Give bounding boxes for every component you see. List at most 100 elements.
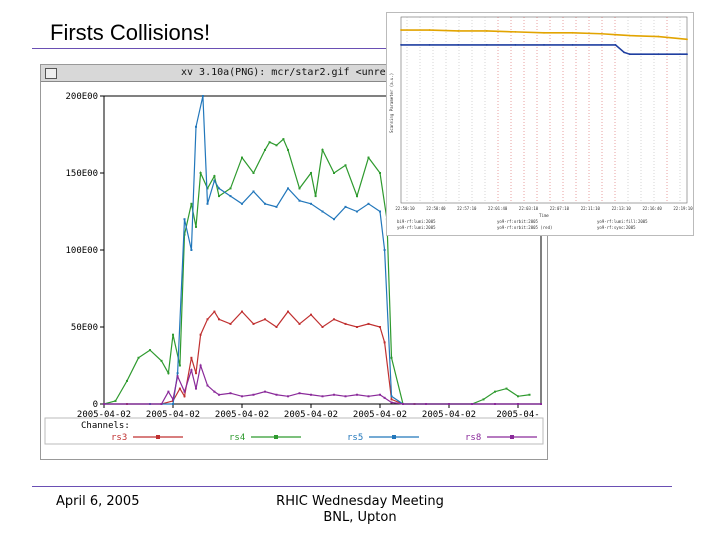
series-point-rs8 (103, 403, 105, 405)
series-point-rs4 (241, 156, 243, 159)
series-point-rs3 (298, 322, 301, 325)
inset-x-tick-label: 22:50:10 (395, 206, 415, 211)
series-point-rs3 (178, 387, 181, 390)
inset-series-point-bi9-rf:lumi:2005 (657, 35, 660, 38)
series-point-rs5 (321, 210, 324, 213)
inset-legend-entry: yo9-rf:orbit:2005 (red) (497, 225, 552, 230)
series-point-rs8 (425, 403, 427, 405)
series-point-rs5 (176, 372, 179, 375)
legend-marker-rs5 (392, 435, 396, 439)
inset-x-tick-label: 22:03:10 (519, 206, 539, 211)
inset-series-point-bi9-rf:lumi:2005 (543, 31, 545, 34)
series-point-rs4 (379, 172, 381, 174)
inset-series-point-yo9-rf:lumi:2005 (400, 44, 402, 46)
inset-series-point-bi9-rf:lumi:2005 (571, 31, 574, 34)
series-point-rs3 (321, 326, 324, 328)
legend-marker-rs4 (274, 435, 278, 439)
series-point-rs3 (229, 322, 232, 325)
inset-legend-entry: yo9-rf:sync:2005 (597, 225, 636, 230)
series-point-rs4 (264, 148, 266, 151)
legend-label-rs5: rs5 (347, 433, 363, 443)
series-point-rs8 (344, 395, 347, 398)
series-point-rs4 (517, 395, 519, 398)
inset-x-tick-label: 22:57:10 (457, 206, 477, 211)
series-point-rs3 (195, 372, 197, 375)
series-point-rs5 (218, 187, 220, 190)
series-point-rs5 (390, 395, 393, 398)
title-divider (32, 48, 672, 49)
series-point-rs8 (199, 364, 202, 367)
inset-x-tick-label: 22:19:10 (673, 206, 693, 211)
inset-series-point-yo9-rf:lumi:2005 (543, 44, 545, 46)
series-point-rs4 (213, 175, 216, 178)
footer-date: April 6, 2005 (56, 494, 140, 509)
series-point-rs4 (494, 390, 496, 393)
series-point-rs8 (379, 393, 381, 396)
series-point-rs3 (183, 395, 186, 398)
series-point-rs5 (264, 202, 266, 205)
series-point-rs8 (206, 384, 209, 387)
series-point-rs5 (333, 218, 335, 221)
series-point-rs4 (126, 379, 128, 382)
series-point-rs8 (287, 395, 289, 398)
series-point-rs4 (367, 156, 370, 159)
legend-marker-rs8 (510, 435, 514, 439)
series-point-rs3 (367, 322, 370, 325)
series-point-rs5 (344, 205, 347, 208)
y-tick-label: 0 (93, 400, 98, 410)
series-point-rs5 (383, 249, 386, 251)
y-tick-label: 150E00 (65, 169, 98, 179)
inset-series-point-yo9-rf:lumi:2005 (628, 53, 631, 56)
x-tick-label: 2005-04-02 (353, 410, 407, 420)
series-point-rs8 (517, 403, 519, 405)
inset-series-point-yo9-rf:lumi:2005 (514, 44, 517, 46)
series-point-rs3 (333, 318, 335, 321)
series-point-rs4 (282, 138, 285, 141)
series-point-rs4 (505, 387, 508, 390)
series-point-rs5 (367, 202, 370, 205)
series-point-rs5 (195, 125, 197, 128)
footer-meeting-location: BNL, Upton (323, 510, 397, 525)
series-point-rs8 (310, 393, 312, 396)
x-tick-label: 2005-04-02 (284, 410, 338, 420)
series-point-rs8 (540, 403, 542, 405)
inset-series-point-bi9-rf:lumi:2005 (457, 30, 460, 32)
series-point-rs5 (229, 195, 232, 198)
scanning-parameter-chart: Scanning Parameter (a.u.) Time 22:50:10 22:… (389, 16, 693, 230)
series-point-rs8 (264, 390, 266, 393)
series-point-rs8 (252, 393, 255, 396)
inset-series-point-bi9-rf:lumi:2005 (400, 29, 402, 31)
y-tick-label: 100E00 (65, 246, 98, 256)
x-tick-label: 2005-04-02 (215, 410, 269, 420)
inset-series-point-yo9-rf:lumi:2005 (485, 44, 488, 46)
inset-ylabel: Scanning Parameter (a.u.) (389, 73, 394, 133)
x-tick-label: 2005-04-02 (422, 410, 476, 420)
series-point-rs4 (314, 195, 317, 198)
series-point-rs4 (218, 195, 220, 198)
series-point-rs5 (213, 179, 216, 182)
inset-series-point-yo9-rf:lumi:2005 (457, 44, 460, 46)
window-title: xv 3.10a(PNG): mcr/star2.gif <unregister… (181, 67, 440, 78)
series-point-rs4 (199, 172, 202, 174)
inset-x-tick-label: 22:01:40 (488, 206, 508, 211)
legend-marker-rs3 (156, 435, 160, 439)
series-point-rs8 (167, 390, 170, 393)
series-point-rs5 (287, 187, 289, 190)
inset-series-point-yo9-rf:lumi:2005 (614, 44, 617, 46)
inset-series-point-bi9-rf:lumi:2005 (428, 29, 431, 31)
series-point-rs5 (172, 403, 174, 405)
x-tick-label: 2005-04- (496, 410, 539, 420)
series-point-rs5 (241, 202, 243, 205)
inset-series-point-bi9-rf:lumi:2005 (514, 30, 517, 33)
inset-legend-entry: yo9-rf:orbit:2005 (497, 219, 539, 224)
series-point-rs8 (172, 398, 174, 401)
series-point-rs8 (321, 395, 324, 398)
series-point-rs8 (494, 403, 496, 405)
inset-x-tick-label: 22:11:10 (581, 206, 601, 211)
series-point-rs8 (356, 393, 358, 396)
series-point-rs4 (390, 356, 393, 359)
series-point-rs3 (310, 313, 312, 316)
collision-rate-chart: 050E00100E00150E00200E002005-04-0203:30:… (44, 92, 544, 445)
series-point-rs4 (195, 225, 197, 228)
window-close-icon[interactable] (45, 68, 57, 79)
